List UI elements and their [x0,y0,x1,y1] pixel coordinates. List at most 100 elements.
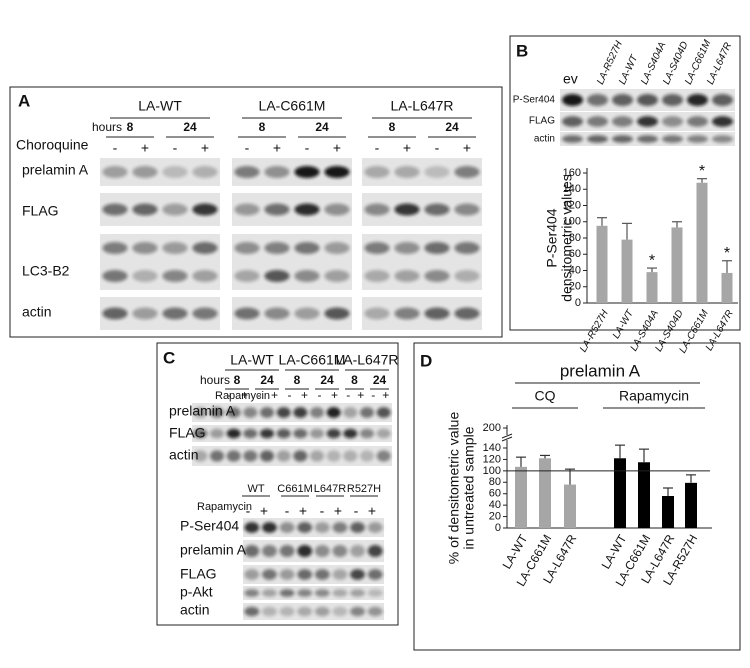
band [687,135,708,143]
legend-label: Rapamycin [619,388,689,404]
band [562,94,583,106]
band [210,450,224,462]
band [132,307,158,320]
band [364,166,390,178]
sign: - [318,388,322,402]
sign: + [271,388,278,402]
time-label: 8 [259,120,266,134]
band [192,166,218,178]
band [332,522,348,533]
band [454,270,480,282]
band [244,569,260,580]
annotation: * [649,252,655,269]
band [394,270,420,282]
band [612,116,633,127]
band [279,545,295,557]
band [102,242,128,254]
band [244,589,260,597]
band [394,242,420,254]
bar [638,462,650,528]
band [612,135,633,143]
blot-label: prelamin A [180,542,247,558]
band [297,606,313,617]
hours-label: hours [92,120,122,134]
band [712,135,733,143]
time-label: 24 [445,120,459,134]
group-label: LA-C661M [279,352,346,368]
band [662,116,683,127]
bar [596,225,608,303]
band [279,589,295,597]
band [234,166,260,178]
band [360,407,374,418]
time-label: 8 [294,373,301,387]
hours-label: hours [200,373,230,387]
y-tick-label: 80 [489,476,501,488]
band [662,94,683,106]
sign: - [346,388,350,402]
band [454,203,480,216]
blot [243,586,384,600]
bar [685,482,697,528]
band [350,545,365,557]
band [360,428,374,439]
band [394,203,420,216]
band [226,428,241,439]
blot-label: actin [180,602,210,618]
band [243,450,258,462]
group-label: LA-WT [230,352,274,368]
group-label: LA-L647R [390,98,453,114]
band [314,522,330,533]
sign: - [375,140,380,156]
sign: + [403,140,411,156]
blot [243,565,384,584]
blot [192,446,392,466]
band [364,307,390,320]
group-label: WT [247,483,264,495]
band [276,407,291,418]
sign: + [334,503,342,519]
axis-break [501,436,513,442]
y-tick-label: 40 [489,499,501,511]
y-tick-label: 40 [569,264,581,276]
blot [243,518,384,537]
group-label: LA-WT [138,98,182,114]
band [276,428,291,439]
sign: + [141,140,149,156]
y-tick-label: 120 [563,199,581,211]
band [132,166,158,178]
y-tick-label: 80 [569,232,581,244]
time-label: 8 [389,120,396,134]
band [314,545,330,557]
bar [564,484,576,528]
x-tick-label: LA-WT [611,308,637,341]
sign: + [260,503,268,519]
band [193,450,208,462]
annotation: * [699,163,705,180]
time-label: 24 [320,373,334,387]
band [293,407,308,418]
sign: - [173,140,178,156]
group-label: C661M [277,483,312,495]
band [324,307,350,320]
sign: - [354,503,359,519]
band [294,203,320,216]
band [279,522,295,533]
band [326,428,341,439]
y-tick-label: 0 [495,522,501,534]
sign: + [301,388,308,402]
treatment-label: Rapamycin [197,501,252,513]
blot [192,425,392,442]
band [294,242,320,254]
band [394,166,420,178]
band [612,94,633,106]
band [192,307,218,320]
bar [671,227,683,303]
band [132,270,158,282]
y-tick-label: 60 [489,488,501,500]
y-axis-label: densitometric values [559,174,575,302]
band [162,307,188,320]
band [102,166,128,178]
sign: - [113,140,118,156]
blot [192,403,392,422]
